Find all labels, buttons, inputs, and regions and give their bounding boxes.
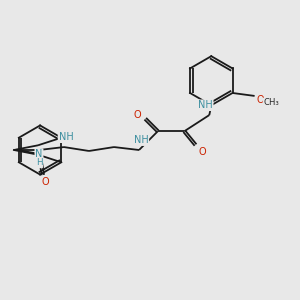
Text: H: H bbox=[36, 158, 42, 167]
Text: NH: NH bbox=[58, 132, 73, 142]
Text: NH: NH bbox=[198, 100, 213, 110]
Text: NH: NH bbox=[134, 135, 148, 145]
Text: N: N bbox=[35, 149, 43, 159]
Text: O: O bbox=[42, 177, 50, 187]
Text: CH₃: CH₃ bbox=[263, 98, 279, 107]
Text: O: O bbox=[257, 95, 264, 105]
Text: O: O bbox=[199, 147, 206, 157]
Text: O: O bbox=[134, 110, 141, 120]
